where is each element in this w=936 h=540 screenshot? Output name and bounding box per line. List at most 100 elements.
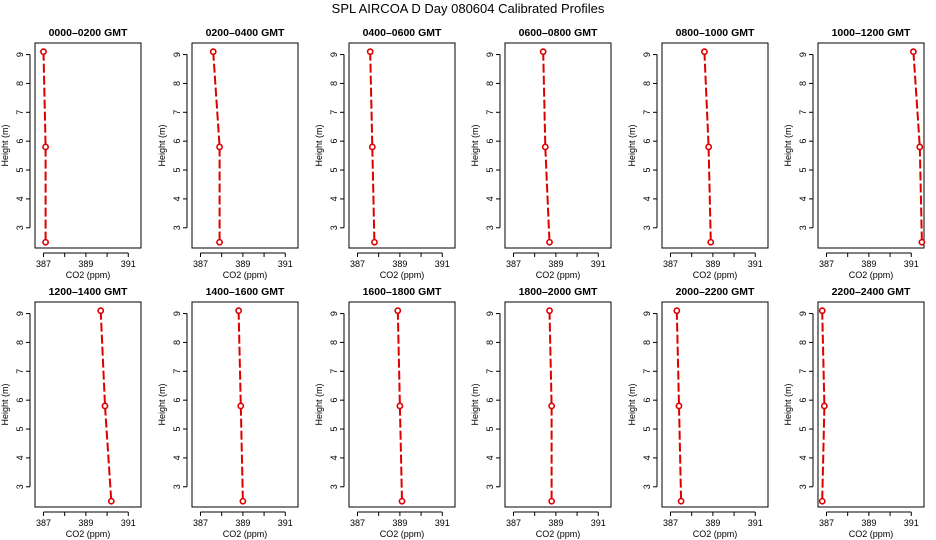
panel-6-xtick-label: 391 [904, 259, 919, 269]
panel-5-xtick-label: 391 [748, 259, 763, 269]
panel-11-ytick-label: 9 [642, 311, 652, 316]
panel-2-point-2 [216, 143, 223, 151]
panel-2-xtick-label: 389 [235, 259, 250, 269]
panel-8-ytick-label: 3 [172, 484, 182, 489]
panel-11-series-line [675, 310, 683, 502]
panel-10-ytick-label: 6 [485, 398, 495, 403]
panel-2-ytick-label: 6 [172, 139, 182, 144]
panel-12-ytick-label: 9 [798, 311, 808, 316]
panel-1-series-line [42, 51, 47, 243]
panel-12-ylabel: Height (m) [783, 383, 793, 425]
panel-9-ytick-label: 4 [329, 455, 339, 460]
panel-5-ytick-label: 9 [642, 52, 652, 57]
panel-2-point-1 [209, 48, 217, 56]
panel-7: 1200–1400 GMT 387 389 391 3 4 5 6 7 8 9 CO2 (ppm) He… [0, 286, 142, 539]
panel-7-ytick-label: 9 [15, 311, 25, 316]
panel-8-xtick-label: 389 [235, 518, 250, 528]
panel-9-xlabel: CO2 (ppm) [380, 529, 425, 539]
panel-8-point-2 [237, 402, 245, 410]
panel-4-ytick-label: 8 [485, 81, 495, 86]
panel-6-point-1 [910, 48, 917, 56]
panel-11-point-2 [675, 402, 683, 410]
panel-8-ytick-label: 4 [172, 455, 182, 460]
panel-8-xtick-label: 387 [193, 518, 208, 528]
panel-11-point-1 [673, 307, 681, 315]
panel-5-xtick-label: 389 [705, 259, 720, 269]
panel-6-ytick-label: 7 [798, 110, 808, 115]
panel-9-ytick-label: 3 [329, 484, 339, 489]
panel-1-ytick-label: 6 [15, 139, 25, 144]
panel-4-xlabel: CO2 (ppm) [536, 270, 581, 280]
panel-7-ytick-label: 7 [15, 369, 25, 374]
panel-10-point-1 [546, 307, 553, 315]
panel-9-xtick-label: 389 [392, 518, 407, 528]
panel-1-xlabel: CO2 (ppm) [66, 270, 111, 280]
panel-7-point-3 [107, 497, 115, 505]
panel-5-point-2 [705, 143, 713, 151]
panel-4-ytick-label: 6 [485, 139, 495, 144]
panel-4: 0600–0800 GMT 387 389 391 3 4 5 6 7 8 9 CO2 (ppm) He… [470, 27, 612, 280]
panel-11-xlabel: CO2 (ppm) [693, 529, 738, 539]
panel-7-xtick-label: 389 [78, 518, 93, 528]
panel-9-title: 1600–1800 GMT [363, 286, 442, 298]
panel-1-ytick-label: 3 [15, 225, 25, 230]
panel-10-series-line [548, 310, 553, 502]
panel-2-ytick-label: 3 [172, 225, 182, 230]
panel-3-ytick-label: 8 [329, 81, 339, 86]
panel-8-xtick-label: 391 [278, 518, 293, 528]
panel-10-point-3 [548, 497, 556, 505]
panel-9-xtick-label: 387 [350, 518, 365, 528]
panel-1-xtick-label: 391 [121, 259, 136, 269]
panel-10-frame [504, 301, 612, 508]
panel-6-series-line [912, 51, 923, 243]
panel-5-point-1 [701, 48, 708, 56]
panel-10-xtick-label: 387 [506, 518, 521, 528]
panel-11-xtick-label: 391 [748, 518, 763, 528]
panel-10-title: 1800–2000 GMT [519, 286, 598, 298]
panel-2-title: 0200–0400 GMT [206, 27, 285, 39]
panel-3-ylabel: Height (m) [314, 124, 324, 166]
panel-1-xtick-label: 389 [78, 259, 93, 269]
panel-8-point-1 [235, 307, 243, 315]
panel-4-point-1 [539, 48, 547, 56]
panel-8-ytick-label: 7 [172, 369, 182, 374]
panel-6-ytick-label: 5 [798, 168, 808, 173]
panel-11-ytick-label: 7 [642, 369, 652, 374]
panel-6-ytick-label: 8 [798, 81, 808, 86]
panel-7-ytick-label: 8 [15, 340, 25, 345]
panel-10-ytick-label: 8 [485, 340, 495, 345]
panel-2-series-line [212, 51, 221, 243]
panel-4-ytick-label: 5 [485, 168, 495, 173]
panel-6-ytick-label: 9 [798, 52, 808, 57]
panel-12-ytick-label: 5 [798, 427, 808, 432]
panel-4-ytick-label: 4 [485, 196, 495, 201]
panel-4-ytick-label: 9 [485, 52, 495, 57]
panel-11-title: 2000–2200 GMT [676, 286, 755, 298]
panel-2-frame [191, 42, 299, 249]
panel-12-xtick-label: 389 [861, 518, 876, 528]
panel-12-ytick-label: 4 [798, 455, 808, 460]
panel-8: 1400–1600 GMT 387 389 391 3 4 5 6 7 8 9 CO2 (ppm) He… [157, 286, 299, 539]
panel-3-xtick-label: 387 [350, 259, 365, 269]
panel-6-title: 1000–1200 GMT [832, 27, 911, 39]
panel-12-xlabel: CO2 (ppm) [849, 529, 894, 539]
panel-5-ytick-label: 3 [642, 225, 652, 230]
panel-7-ytick-label: 3 [15, 484, 25, 489]
panel-12-frame [817, 301, 925, 508]
panel-3-frame [348, 42, 456, 249]
panel-11: 2000–2200 GMT 387 389 391 3 4 5 6 7 8 9 CO2 (ppm) He… [627, 286, 769, 539]
panel-2-ytick-label: 9 [172, 52, 182, 57]
panel-3-ytick-label: 9 [329, 52, 339, 57]
panel-7-point-1 [97, 307, 105, 315]
panel-10-point-2 [548, 402, 556, 410]
panel-6-ytick-label: 4 [798, 196, 808, 201]
panel-6-ytick-label: 6 [798, 139, 808, 144]
panel-5-title: 0800–1000 GMT [676, 27, 755, 39]
panel-12-title: 2200–2400 GMT [832, 286, 911, 298]
panel-9-ytick-label: 8 [329, 340, 339, 345]
panel-10-ytick-label: 9 [485, 311, 495, 316]
panel-1-ytick-label: 7 [15, 110, 25, 115]
panel-2-ytick-label: 4 [172, 196, 182, 201]
panel-6-ytick-label: 3 [798, 225, 808, 230]
